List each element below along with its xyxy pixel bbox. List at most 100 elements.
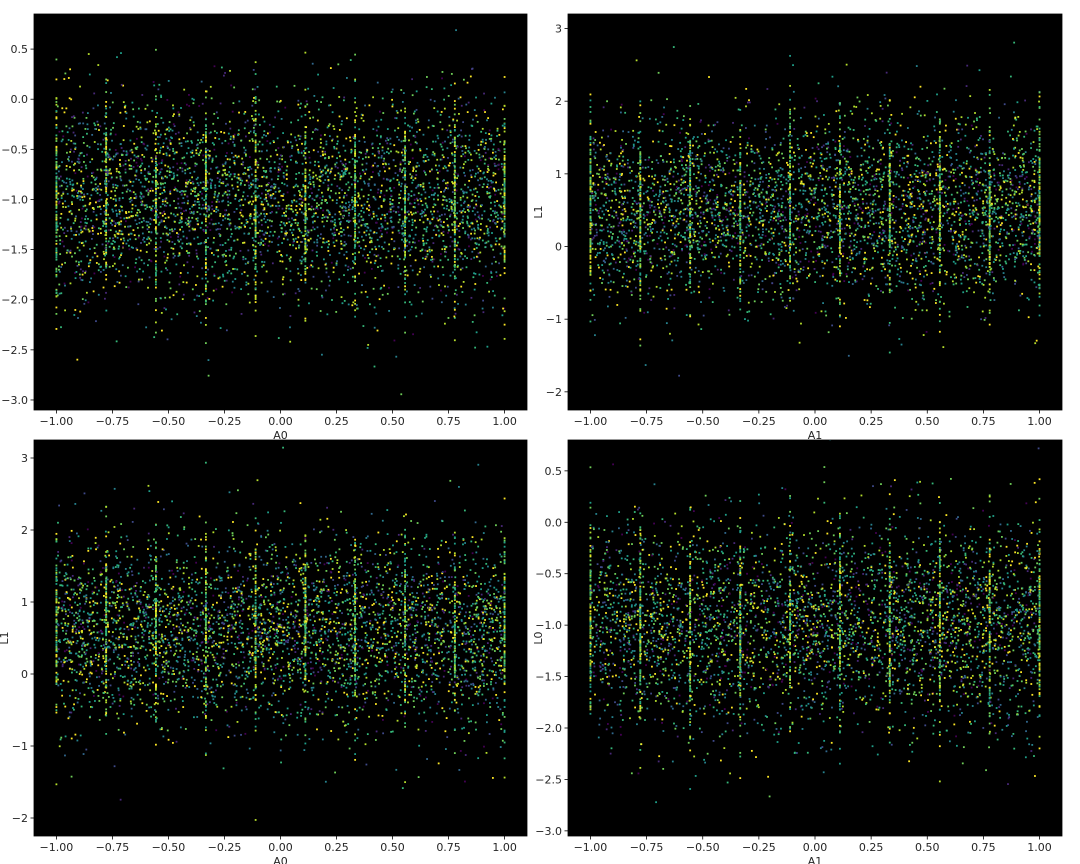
data-point bbox=[488, 157, 491, 160]
data-point bbox=[329, 104, 332, 107]
data-point bbox=[56, 294, 59, 297]
data-point bbox=[373, 262, 376, 265]
data-point bbox=[244, 257, 247, 260]
data-point bbox=[55, 194, 58, 197]
data-point bbox=[240, 288, 243, 291]
data-point bbox=[493, 256, 496, 259]
data-point bbox=[270, 225, 273, 227]
data-point bbox=[304, 152, 307, 155]
data-point bbox=[404, 156, 406, 159]
data-point bbox=[437, 198, 439, 201]
data-point bbox=[147, 188, 150, 191]
data-point bbox=[192, 154, 195, 157]
data-point bbox=[172, 177, 175, 180]
data-point bbox=[428, 182, 431, 185]
data-point bbox=[302, 154, 305, 157]
data-point bbox=[249, 166, 251, 168]
data-point bbox=[204, 132, 207, 135]
data-point bbox=[415, 315, 418, 318]
data-point bbox=[125, 242, 128, 245]
data-point bbox=[503, 104, 506, 107]
data-point bbox=[82, 142, 85, 144]
data-point bbox=[433, 203, 436, 206]
data-point bbox=[328, 284, 331, 287]
data-point bbox=[402, 92, 405, 94]
data-point bbox=[210, 212, 213, 215]
data-point bbox=[166, 147, 169, 149]
data-point bbox=[311, 197, 314, 200]
data-point bbox=[469, 169, 472, 172]
data-point bbox=[129, 238, 132, 241]
data-point bbox=[104, 297, 106, 300]
data-point bbox=[475, 247, 478, 249]
data-point bbox=[234, 278, 237, 280]
data-point bbox=[85, 116, 88, 119]
data-point bbox=[323, 133, 326, 136]
data-point bbox=[230, 246, 233, 249]
data-point bbox=[66, 192, 69, 195]
data-point bbox=[231, 291, 234, 294]
data-point bbox=[349, 59, 352, 61]
data-point bbox=[354, 151, 357, 154]
data-point bbox=[147, 221, 150, 224]
data-point bbox=[446, 184, 449, 187]
data-point bbox=[402, 176, 404, 179]
data-point bbox=[111, 101, 114, 104]
data-point bbox=[424, 257, 427, 260]
data-point bbox=[55, 249, 58, 252]
data-point bbox=[300, 231, 303, 234]
data-point bbox=[448, 198, 451, 200]
data-point bbox=[380, 217, 382, 220]
data-point bbox=[438, 284, 440, 286]
data-point bbox=[283, 176, 286, 179]
data-point bbox=[87, 228, 90, 231]
data-point bbox=[292, 244, 295, 247]
data-point bbox=[204, 190, 207, 192]
data-point bbox=[215, 200, 218, 203]
data-point bbox=[299, 194, 301, 197]
data-point bbox=[474, 213, 477, 216]
data-point bbox=[179, 191, 181, 193]
data-point bbox=[125, 150, 128, 153]
data-point bbox=[404, 219, 406, 222]
data-point bbox=[490, 181, 493, 184]
data-point bbox=[437, 194, 439, 197]
data-point bbox=[305, 232, 308, 235]
data-point bbox=[262, 244, 265, 246]
data-point bbox=[299, 202, 302, 205]
data-point bbox=[115, 167, 118, 170]
data-point bbox=[453, 100, 456, 102]
data-point bbox=[213, 196, 216, 199]
data-point bbox=[386, 178, 389, 181]
data-point bbox=[352, 266, 354, 269]
data-point bbox=[280, 154, 283, 157]
data-point bbox=[89, 261, 91, 264]
data-point bbox=[254, 219, 257, 221]
data-point bbox=[289, 256, 292, 259]
data-point bbox=[68, 97, 71, 100]
data-point bbox=[188, 225, 191, 228]
data-point bbox=[328, 123, 331, 126]
data-point bbox=[245, 154, 247, 157]
data-point bbox=[181, 298, 184, 301]
data-point bbox=[498, 243, 501, 246]
data-point bbox=[288, 207, 291, 210]
data-point bbox=[124, 163, 127, 166]
data-point bbox=[163, 307, 166, 309]
data-point bbox=[303, 237, 306, 240]
data-point bbox=[147, 171, 150, 173]
data-point bbox=[199, 181, 202, 184]
data-point bbox=[145, 148, 148, 151]
data-point bbox=[503, 185, 506, 188]
data-point bbox=[209, 247, 212, 250]
data-point bbox=[379, 236, 381, 239]
data-point bbox=[337, 151, 340, 154]
data-point bbox=[177, 255, 180, 257]
data-point bbox=[306, 248, 309, 251]
data-point bbox=[486, 281, 489, 284]
data-point bbox=[155, 260, 157, 263]
data-point bbox=[341, 231, 343, 233]
data-point bbox=[314, 212, 317, 215]
data-point bbox=[438, 170, 441, 173]
data-point bbox=[316, 226, 319, 229]
